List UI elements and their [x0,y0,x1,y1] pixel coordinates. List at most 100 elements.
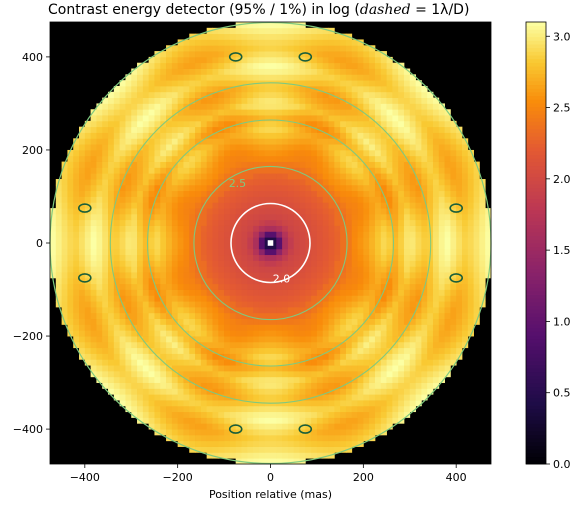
colorbar-segment [526,69,546,74]
heatmap-cell [363,219,370,226]
heatmap-cell [270,248,277,256]
heatmap-cell [415,272,422,279]
heatmap-cell [473,196,480,203]
heatmap-cell [299,161,306,168]
heatmap-cell [299,39,306,46]
heatmap-cell [328,312,335,320]
heatmap-cell [119,109,126,116]
heatmap-cell [369,144,376,151]
heatmap-cell [125,97,132,104]
heatmap-cell [218,91,225,99]
heatmap-cell [119,306,126,314]
heatmap-cell [450,219,457,226]
heatmap-cell [253,411,260,418]
heatmap-cell [380,365,387,372]
heatmap-cell [90,167,97,174]
heatmap-cell [218,394,225,401]
heatmap-cell [218,283,225,290]
heatmap-cell [148,359,155,366]
heatmap-cell [432,330,440,337]
heatmap-cell [79,243,86,250]
heatmap-cell [148,225,155,232]
heatmap-cell [398,260,405,267]
heatmap-cell [305,272,312,279]
heatmap-cell [305,452,312,459]
heatmap-cell [189,173,196,180]
heatmap-cell [113,359,121,366]
heatmap-cell [229,330,237,337]
heatmap-cell [171,120,179,128]
colorbar-segment [526,441,546,446]
heatmap-cell [282,202,289,209]
heatmap-cell [264,45,271,52]
heatmap-cell [247,312,254,320]
heatmap-cell [305,68,312,75]
heatmap-cell [61,295,68,302]
heatmap-cell [241,318,248,325]
heatmap-cell [409,208,416,215]
heatmap-cell [374,295,382,302]
heatmap-cell [351,97,358,104]
heatmap-cell [218,388,225,395]
heatmap-cell [351,417,358,424]
heatmap-cell [218,120,225,128]
heatmap-cell [293,260,300,267]
heatmap-cell [363,283,370,290]
heatmap-cell [311,277,318,285]
heatmap-cell [340,56,347,64]
heatmap-cell [316,388,324,395]
heatmap-cell [328,161,335,168]
heatmap-cell [137,149,144,157]
heatmap-cell [438,190,445,197]
heatmap-cell [415,109,422,116]
heatmap-cell [345,295,353,302]
heatmap-cell [154,277,161,285]
heatmap-cell [229,452,237,459]
heatmap-cell [206,301,213,308]
heatmap-cell [102,341,109,349]
heatmap-cell [276,272,283,279]
heatmap-cell [398,190,405,197]
heatmap-cell [195,190,202,197]
heatmap-cell [282,324,289,331]
heatmap-cell [206,266,213,273]
heatmap-cell [200,365,208,372]
heatmap-cell [200,173,208,180]
heatmap-cell [125,376,132,383]
heatmap-cell [392,103,399,110]
heatmap-cell [160,62,167,69]
heatmap-cell [374,283,382,290]
heatmap-cell [177,429,184,436]
heatmap-cell [328,237,335,244]
heatmap-cell [206,446,213,453]
heatmap-cell [369,353,376,360]
heatmap-cell [351,359,358,366]
colorbar-segment [526,250,546,255]
heatmap-cell [96,173,103,180]
heatmap-cell [148,330,155,337]
heatmap-cell [334,318,341,325]
heatmap-cell [299,388,306,395]
heatmap-cell [241,394,248,401]
heatmap-cell [84,173,92,180]
contour-2.5 [109,82,432,404]
heatmap-cell [166,225,173,232]
heatmap-cell [299,144,306,151]
heatmap-cell [450,301,457,308]
heatmap-cell [311,318,318,325]
heatmap-cell [392,97,399,104]
heatmap-cell [392,295,399,302]
heatmap-cell [90,283,97,290]
heatmap-cell [287,138,295,145]
heatmap-cell [148,103,155,110]
heatmap-cell [334,208,341,215]
heatmap-cell [206,295,213,302]
heatmap-cell [316,266,324,273]
heatmap-cell [398,411,405,418]
heatmap-cell [415,318,422,325]
heatmap-cell [84,161,92,168]
heatmap-cell [258,179,266,186]
heatmap-cell [218,85,225,93]
heatmap-cell [166,184,173,192]
heatmap-cell [212,330,219,337]
